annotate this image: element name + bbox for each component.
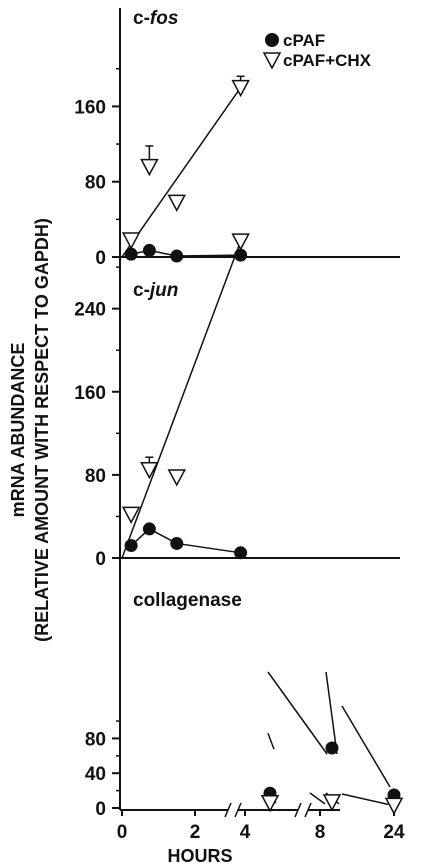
panel-label-cjun: c-jun [133,280,178,301]
y-axis-title-line1: mRNA ABUNDANCE [8,343,28,518]
panel-label-cfos: c-fos [133,8,178,29]
y-tick-label: 80 [85,729,106,750]
data-point-cpaf [170,536,184,550]
axis-break [294,802,302,818]
series-line-cpafchx [121,240,242,559]
x-tick-label: 4 [240,822,251,843]
data-point-cpafchx [140,158,159,177]
y-tick-label: 40 [85,764,106,785]
y-axis-title: mRNA ABUNDANCE (RELATIVE AMOUNT WITH RES… [8,218,52,642]
x-tick-label: 0 [117,822,128,843]
data-point-cpafchx [260,795,280,813]
data-point-cpafchx [231,233,250,251]
x-axis-title: HOURS [167,846,232,866]
panel-label-prefix: c- [133,8,150,29]
data-point-cpafchx [322,794,342,812]
y-tick-label: 80 [85,466,106,487]
data-point-cpafchx [231,79,250,98]
legend-label: cPAF [283,31,325,50]
series-line-cpafchx [309,792,326,805]
data-point-cpafchx [384,797,404,815]
series-line-cpaf [267,732,275,750]
data-point-cpaf [234,546,248,560]
marks-layer [121,75,404,815]
series-line-cpaf [130,249,241,257]
series-line-cpaf [130,527,241,554]
data-point-cpaf [124,247,138,261]
y-tick-label: 80 [85,173,106,194]
data-point-cpafchx [121,232,141,250]
legend-label: cPAF+CHX [283,51,372,70]
panel-label-collagenase: collagenase [133,590,242,611]
axes-layer: 0 2 4 8 24080160c-fos080160240c-jun04080coll… [74,8,405,843]
data-point-cpaf [170,249,184,263]
y-tick-label: 240 [74,300,106,321]
series-line-cpafchx [341,793,389,806]
data-point-cpafchx [167,194,186,213]
x-tick-label: 24 [383,822,405,843]
y-tick-label: 160 [74,383,106,404]
series-line-cpafchx [121,87,242,258]
x-tick-label: 2 [190,822,201,843]
y-tick-label: 160 [74,97,106,118]
data-point-cpafchx [140,461,159,480]
data-point-cpaf [325,741,339,755]
axis-break [234,802,242,818]
data-point-cpafchx [167,469,186,487]
y-tick-label: 0 [95,549,106,570]
x-tick-label: 8 [315,822,326,843]
legend-marker-cpaf [265,33,279,47]
legend-marker-cpafchx [262,52,282,70]
series-line-cpaf [325,671,338,755]
panel-label-prefix: c- [133,280,150,301]
series-line-cpaf [341,705,391,788]
panel-label-gene: jun [147,280,179,301]
data-point-cpaf [142,522,156,536]
data-point-cpaf [142,243,156,257]
axis-break [224,802,232,818]
y-tick-label: 0 [95,799,106,820]
data-point-cpafchx [121,506,141,524]
y-tick-label: 0 [95,248,106,269]
series-line-cpaf [267,671,328,755]
panel-label-gene: fos [150,8,179,29]
axis-break [304,802,312,818]
y-axis-title-line2: (RELATIVE AMOUNT WITH RESPECT TO GAPDH) [32,218,52,642]
